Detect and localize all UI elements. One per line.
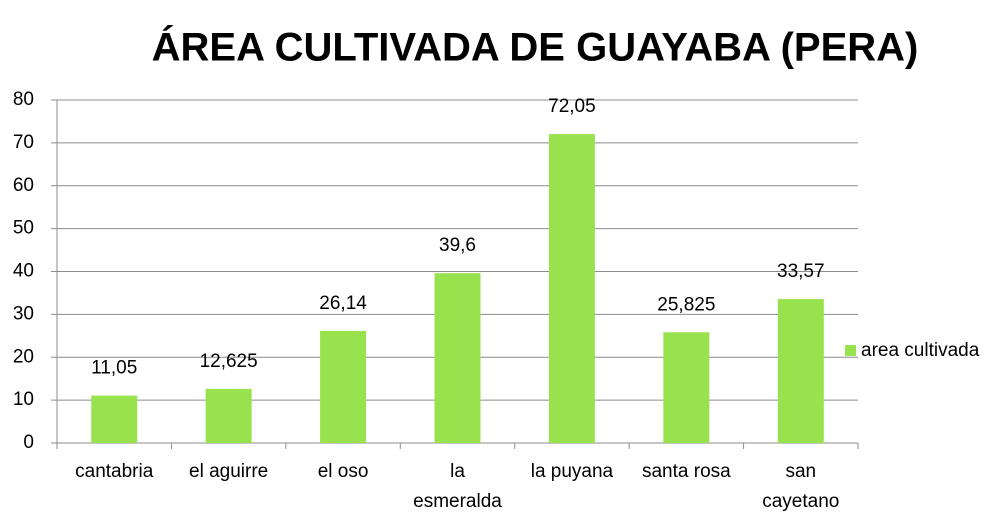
bar (434, 273, 481, 443)
y-tick-label: 10 (13, 389, 34, 410)
bar (548, 134, 595, 443)
y-tick-label: 20 (13, 346, 34, 367)
x-tick-label: la puyana (531, 461, 614, 482)
x-tick-label: el oso (318, 461, 369, 482)
x-tick-label: san cayetano (762, 461, 839, 512)
data-label: 25,825 (657, 294, 715, 315)
x-tick-label: el aguirre (189, 461, 268, 482)
data-label: 33,57 (777, 261, 825, 282)
chart-title: ÁREA CULTIVADA DE GUAYABA (PERA) (152, 25, 919, 70)
y-tick-label: 0 (23, 432, 34, 453)
data-label: 11,05 (91, 358, 137, 379)
data-label: 39,6 (439, 235, 476, 256)
y-tick-label: 60 (13, 175, 34, 196)
bar (91, 395, 138, 443)
x-tick-label: santa rosa (642, 461, 731, 482)
x-tick-label: la esmeralda (413, 461, 502, 512)
y-tick-label: 50 (13, 218, 34, 239)
data-label: 72,05 (548, 96, 596, 117)
bar (777, 299, 824, 443)
legend-swatch (845, 345, 856, 356)
y-tick-label: 30 (13, 303, 34, 324)
data-label: 12,625 (200, 351, 258, 372)
bar (205, 388, 252, 443)
legend-label: area cultivada (861, 340, 980, 361)
y-tick-label: 40 (13, 261, 34, 282)
y-tick-label: 70 (13, 132, 34, 153)
bar (663, 332, 710, 443)
x-tick-label: cantabria (75, 461, 154, 482)
data-label: 26,14 (319, 293, 367, 314)
y-tick-label: 80 (13, 89, 34, 110)
bar (320, 330, 367, 443)
